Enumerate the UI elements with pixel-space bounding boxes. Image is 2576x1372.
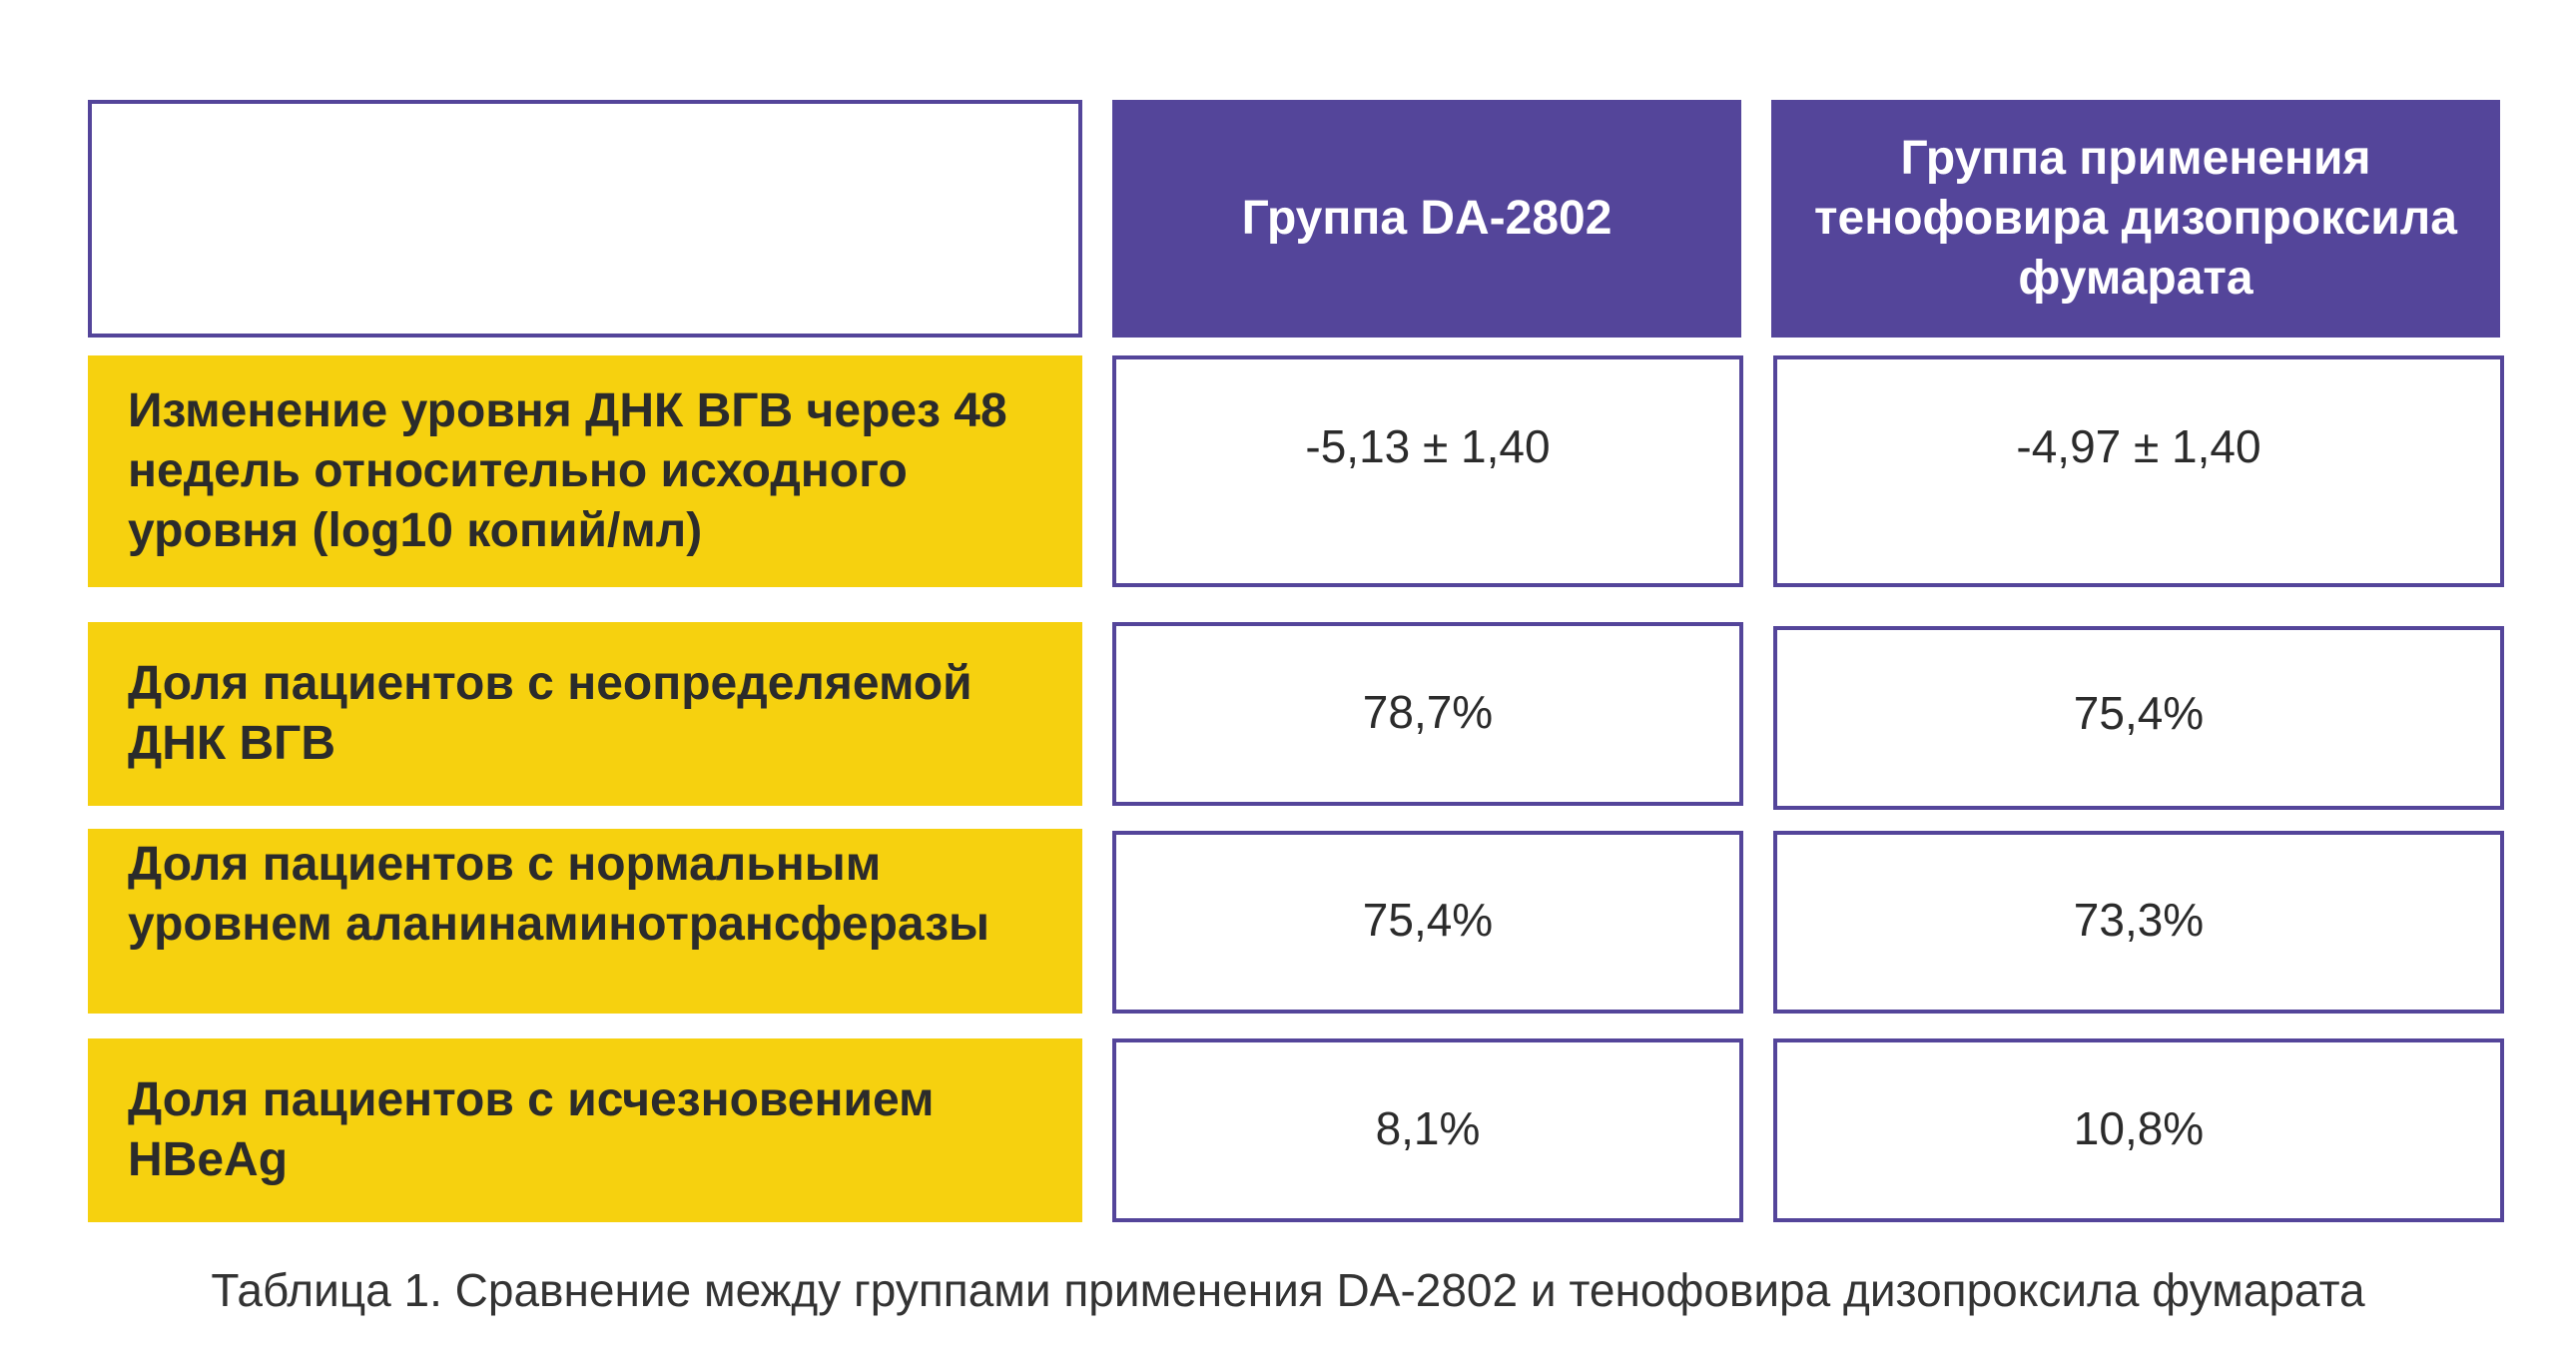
row-label-normal-alt: Доля пациентов с нормальным уровнем алан… — [88, 829, 1082, 1014]
value-da2802-hbeag-loss: 8,1% — [1112, 1038, 1743, 1222]
value-text: 78,7% — [1362, 685, 1494, 738]
value-text: 8,1% — [1375, 1102, 1481, 1154]
row-label-hbv-dna-change: Изменение уровня ДНК ВГВ через 48 недель… — [88, 355, 1082, 587]
header-empty-cell — [88, 100, 1082, 338]
header-da2802: Группа DA-2802 — [1112, 100, 1741, 338]
value-text: 75,4% — [2073, 687, 2205, 739]
value-text: 10,8% — [2073, 1102, 2205, 1154]
row-label-hbeag-loss: Доля пациентов с исчезновением HBeAg — [88, 1038, 1082, 1222]
value-text: 73,3% — [2073, 893, 2205, 946]
value-tdf-normal-alt: 73,3% — [1773, 831, 2504, 1014]
value-text: -4,97 ± 1,40 — [2016, 420, 2261, 472]
value-tdf-undetectable-hbv-dna: 75,4% — [1773, 626, 2504, 810]
value-text: -5,13 ± 1,40 — [1305, 420, 1551, 472]
value-da2802-hbv-dna-change: -5,13 ± 1,40 — [1112, 355, 1743, 587]
value-da2802-undetectable-hbv-dna: 78,7% — [1112, 622, 1743, 806]
header-tdf: Группа применения тенофовира дизопроксил… — [1771, 100, 2500, 338]
table-caption: Таблица 1. Сравнение между группами прим… — [211, 1264, 2365, 1316]
value-tdf-hbeag-loss: 10,8% — [1773, 1038, 2504, 1222]
value-da2802-normal-alt: 75,4% — [1112, 831, 1743, 1014]
row-label-undetectable-hbv-dna: Доля пациентов с неопределяемой ДНК ВГВ — [88, 622, 1082, 806]
value-tdf-hbv-dna-change: -4,97 ± 1,40 — [1773, 355, 2504, 587]
value-text: 75,4% — [1362, 893, 1494, 946]
